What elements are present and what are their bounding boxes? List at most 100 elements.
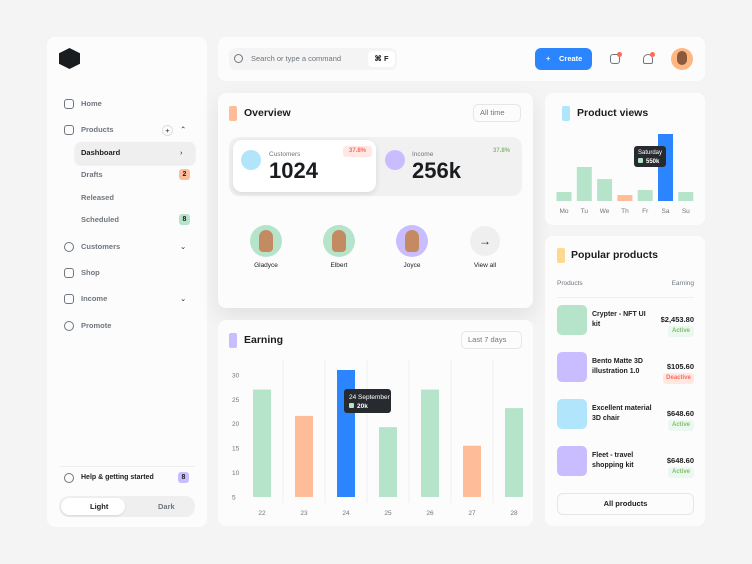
- chevron: ⌄: [180, 294, 187, 303]
- help-label[interactable]: Help & getting started: [81, 474, 154, 481]
- shortcut: ⌘ F: [368, 51, 395, 67]
- nav-item[interactable]: Drafts: [81, 170, 103, 179]
- marker: [229, 333, 237, 348]
- nav-item[interactable]: Dashboard: [81, 148, 121, 157]
- chevron: ⌃: [180, 125, 187, 134]
- y-tick-label: 10: [232, 470, 240, 477]
- divider: [557, 297, 694, 298]
- customers-change: 37.8%: [343, 146, 372, 157]
- create-button[interactable]: [535, 48, 592, 70]
- nav-item[interactable]: Products: [81, 125, 114, 134]
- nav-item[interactable]: Released: [81, 193, 114, 202]
- nav-icon: [64, 294, 74, 304]
- tooltip-value: 20k: [357, 403, 368, 410]
- product-name[interactable]: Excellent material 3D chair: [592, 405, 652, 422]
- person-name: Gladyce: [254, 262, 278, 269]
- y-tick-label: 20: [232, 421, 240, 428]
- x-tick-label: Su: [682, 208, 690, 215]
- theme-light[interactable]: Light: [90, 502, 109, 511]
- tooltip-value: 550k: [646, 159, 660, 165]
- income-icon: [385, 150, 405, 170]
- bar: [678, 191, 694, 201]
- product-name[interactable]: Crypter - NFT UI kit: [592, 311, 646, 328]
- create-plus: +: [546, 54, 551, 63]
- messages-icon[interactable]: [610, 54, 620, 64]
- x-tick-label: 26: [426, 510, 434, 517]
- views-card: [545, 93, 705, 225]
- product-price: $105.60: [666, 362, 694, 371]
- marker: [229, 106, 237, 121]
- nav-badge: 2: [179, 169, 190, 180]
- y-tick-label: 30: [232, 372, 240, 379]
- add-icon[interactable]: +: [162, 125, 173, 136]
- column-header: Earning: [671, 280, 694, 287]
- all-products[interactable]: All products: [557, 493, 694, 515]
- view-all-icon[interactable]: →: [470, 226, 500, 256]
- bar: [379, 427, 397, 497]
- customers-value: 1024: [269, 158, 318, 183]
- person-face: [259, 230, 273, 252]
- person-face: [405, 230, 419, 252]
- theme-dark[interactable]: Dark: [158, 502, 175, 511]
- bar: [576, 167, 592, 201]
- bar: [505, 408, 523, 497]
- bar: [597, 179, 613, 201]
- x-tick-label: 23: [300, 510, 308, 517]
- bar: [463, 445, 481, 497]
- sidebar: [47, 37, 207, 527]
- avatar-face: [677, 51, 687, 65]
- x-tick-label: 25: [384, 510, 392, 517]
- nav-icon: [64, 242, 74, 252]
- bar: [637, 190, 653, 201]
- bar: [253, 389, 271, 497]
- tooltip-title: 24 September: [349, 394, 391, 401]
- x-tick-label: Th: [621, 208, 629, 215]
- product-name[interactable]: Fleet - travel shopping kit: [592, 452, 634, 469]
- person-face: [332, 230, 346, 252]
- product-price: $2,453.80: [660, 315, 694, 324]
- logo[interactable]: [59, 48, 80, 69]
- x-tick-label: Tu: [581, 208, 589, 215]
- divider: [60, 466, 195, 467]
- nav-item[interactable]: Income: [81, 294, 108, 303]
- search[interactable]: [229, 48, 397, 70]
- x-tick-label: 22: [258, 510, 266, 517]
- create-label: Create: [559, 54, 583, 63]
- help-icon: [64, 473, 74, 483]
- views-chart: Mo Tu We Th Fr Sa Su Saturday 550k: [556, 134, 694, 215]
- nav-icon: [64, 99, 74, 109]
- nav-icon: [64, 321, 74, 331]
- bell-icon[interactable]: [643, 54, 653, 64]
- x-tick-label: We: [600, 208, 610, 215]
- product-status: Active: [668, 420, 694, 431]
- bar: [658, 134, 673, 201]
- income-value: 256k: [412, 158, 461, 183]
- chevron: ›: [180, 148, 183, 157]
- product-status: Active: [668, 467, 694, 478]
- overview-card: [218, 93, 533, 308]
- product-price: $648.60: [666, 409, 694, 418]
- view-all[interactable]: View all: [473, 262, 497, 269]
- nav-item[interactable]: Home: [81, 99, 102, 108]
- views-title: Product views: [577, 107, 649, 119]
- nav-item[interactable]: Promote: [81, 321, 112, 330]
- x-tick-label: Sa: [662, 208, 670, 215]
- nav-badge: 8: [179, 214, 190, 225]
- nav-item[interactable]: Shop: [81, 268, 100, 277]
- y-tick-label: 15: [232, 446, 240, 453]
- product-name[interactable]: Bento Matte 3D illustration 1.0: [592, 358, 643, 375]
- product-thumb: [557, 399, 587, 429]
- earning-filter[interactable]: Last 7 days: [461, 331, 522, 349]
- y-tick-label: 5: [232, 495, 236, 502]
- product-status: Deactive: [663, 373, 694, 384]
- search-placeholder: Search or type a command: [251, 54, 342, 63]
- overview-filter[interactable]: All time: [473, 104, 521, 122]
- column-header: Products: [557, 280, 583, 287]
- nav-item[interactable]: Scheduled: [81, 215, 119, 224]
- nav-icon: [64, 268, 74, 278]
- bar: [556, 191, 572, 201]
- help-badge: 8: [178, 472, 189, 483]
- x-tick-label: 28: [510, 510, 518, 517]
- nav-item[interactable]: Customers: [81, 242, 121, 251]
